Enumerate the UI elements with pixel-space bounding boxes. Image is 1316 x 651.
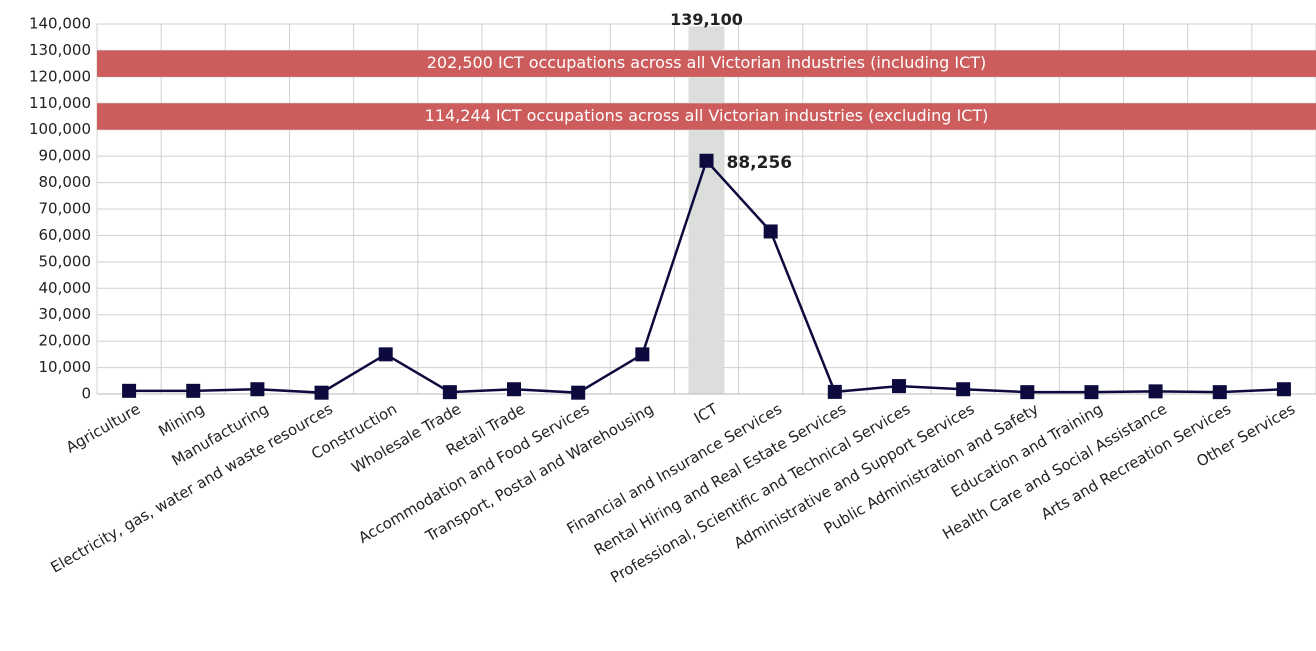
x-tick-label: Agriculture <box>63 400 143 457</box>
y-tick-label: 10,000 <box>39 358 92 376</box>
marker <box>699 153 714 168</box>
marker <box>827 384 842 399</box>
y-tick-label: 0 <box>81 385 91 403</box>
marker <box>956 382 971 397</box>
marker <box>378 347 393 362</box>
y-tick-label: 30,000 <box>39 305 92 323</box>
annotation-band <box>97 103 1316 130</box>
y-tick-label: 90,000 <box>39 147 92 165</box>
marker <box>1020 385 1035 400</box>
marker <box>314 385 329 400</box>
marker <box>635 347 650 362</box>
y-tick-label: 50,000 <box>39 252 92 270</box>
annotation-band <box>97 50 1316 77</box>
y-tick-label: 120,000 <box>29 67 91 85</box>
marker <box>122 383 137 398</box>
annotation-band-label: 114,244 ICT occupations across all Victo… <box>425 106 989 125</box>
bar-value-label: 139,100 <box>670 10 743 29</box>
marker <box>763 224 778 239</box>
marker <box>186 383 201 398</box>
marker <box>507 382 522 397</box>
x-tick-label: Mining <box>155 400 207 440</box>
x-tick-label: Wholesale Trade <box>348 400 464 477</box>
y-tick-label: 110,000 <box>29 94 91 112</box>
marker <box>250 382 265 397</box>
highlight-bar <box>688 26 725 394</box>
data-label: 88,256 <box>727 153 793 173</box>
annotation-band-label: 202,500 ICT occupations across all Victo… <box>427 53 987 72</box>
y-tick-label: 80,000 <box>39 173 92 191</box>
y-tick-label: 60,000 <box>39 226 92 244</box>
marker <box>891 379 906 394</box>
marker <box>1212 385 1227 400</box>
y-tick-label: 40,000 <box>39 279 92 297</box>
marker <box>442 385 457 400</box>
y-tick-label: 130,000 <box>29 41 91 59</box>
marker <box>571 385 586 400</box>
x-tick-label: ICT <box>691 399 722 427</box>
y-tick-label: 140,000 <box>29 15 91 33</box>
marker <box>1148 384 1163 399</box>
y-tick-label: 100,000 <box>29 120 91 138</box>
marker <box>1084 385 1099 400</box>
x-tick-label: Accommodation and Food Services <box>355 400 592 547</box>
marker <box>1276 382 1291 397</box>
y-tick-label: 70,000 <box>39 200 92 218</box>
y-tick-label: 20,000 <box>39 332 92 350</box>
